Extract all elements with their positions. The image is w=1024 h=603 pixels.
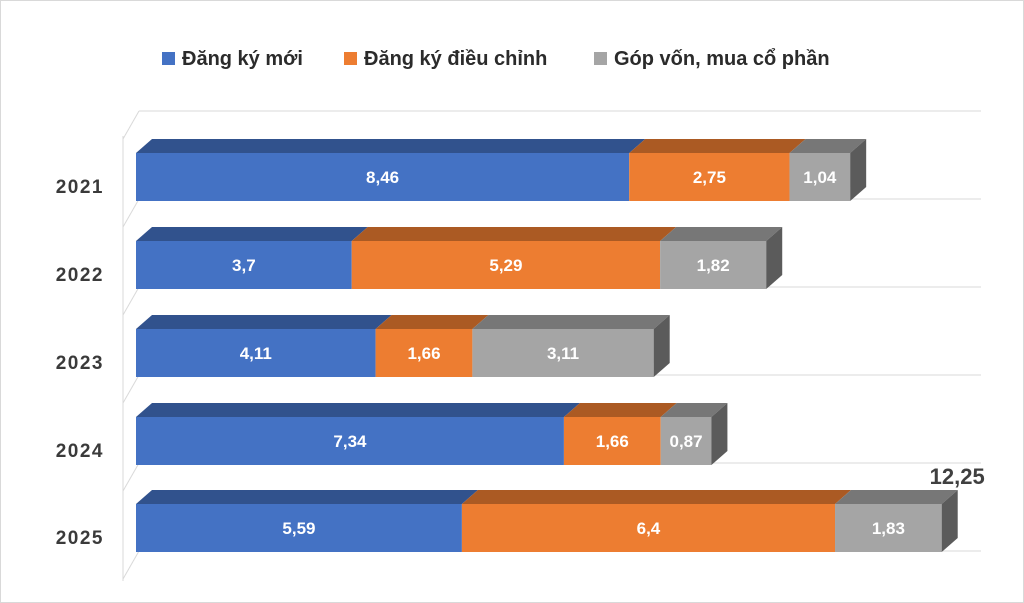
category-label: 2025 xyxy=(56,528,104,549)
bar-top-face xyxy=(563,403,677,417)
bar-segment xyxy=(136,241,352,289)
data-label: 2,75 xyxy=(693,168,726,187)
bar-segment xyxy=(660,417,712,465)
bar-top-face xyxy=(660,403,728,417)
category-label: 2022 xyxy=(56,265,104,286)
data-label: 1,66 xyxy=(596,432,629,451)
legend-label: Đăng ký mới xyxy=(182,48,303,70)
bar-segment xyxy=(461,504,836,552)
annotations: 12,25 xyxy=(930,464,985,489)
bar-segment xyxy=(629,153,790,201)
category-axis-labels: 2021 2022 2023 2024 2025 xyxy=(56,177,104,549)
bar-segment xyxy=(472,329,654,377)
bars xyxy=(136,139,958,552)
data-label: 3,7 xyxy=(232,256,256,275)
total-annotation: 12,25 xyxy=(930,464,985,489)
data-label: 1,83 xyxy=(872,519,905,538)
bar-top-face xyxy=(136,227,368,241)
legend-label: Góp vốn, mua cổ phần xyxy=(614,48,830,70)
bar-side-face xyxy=(711,403,728,465)
data-label: 6,4 xyxy=(637,519,661,538)
gridline-diagonal xyxy=(122,550,140,580)
bar-top-face xyxy=(136,139,646,153)
legend: Đăng ký mới Đăng ký điều chỉnh Góp vốn, mu… xyxy=(162,48,830,70)
data-label: 7,34 xyxy=(333,432,367,451)
gridline-diagonal xyxy=(122,110,140,140)
data-label: 5,29 xyxy=(489,256,522,275)
legend-label: Đăng ký điều chỉnh xyxy=(364,48,547,70)
bar-top-face xyxy=(629,139,806,153)
category-label: 2024 xyxy=(56,441,104,462)
bar-top-face xyxy=(461,490,852,504)
bar-side-face xyxy=(941,490,958,552)
bar-segment xyxy=(136,417,564,465)
category-label: 2023 xyxy=(56,353,104,374)
bar-top-face xyxy=(136,490,478,504)
bar-top-face xyxy=(660,227,783,241)
bar-top-face xyxy=(375,315,489,329)
bar-segment xyxy=(375,329,473,377)
bar-segment xyxy=(835,504,942,552)
bar-segment xyxy=(789,153,851,201)
category-label: 2021 xyxy=(56,177,104,198)
data-label: 5,59 xyxy=(282,519,315,538)
bar-segment xyxy=(136,153,630,201)
legend-swatch xyxy=(594,52,607,65)
bar-side-face xyxy=(653,315,670,377)
bar-side-face xyxy=(850,139,867,201)
gridline-diagonal xyxy=(122,374,140,404)
bar-segment xyxy=(136,329,376,377)
bar-top-face xyxy=(835,490,958,504)
bar-segment xyxy=(563,417,661,465)
bar-segment xyxy=(660,241,767,289)
data-label: 0,87 xyxy=(670,432,703,451)
bar-top-face xyxy=(136,403,580,417)
gridline-diagonal xyxy=(122,462,140,492)
data-labels: 8,46 2,75 1,04 3,7 5,29 1,82 4,11 1,66 3,11 7,34 1… xyxy=(232,168,905,538)
data-label: 8,46 xyxy=(366,168,399,187)
legend-swatch xyxy=(344,52,357,65)
gridline-diagonal xyxy=(122,198,140,228)
bar-segment xyxy=(351,241,661,289)
data-label: 1,04 xyxy=(803,168,837,187)
bar-segment xyxy=(136,504,462,552)
data-label: 1,66 xyxy=(407,344,440,363)
bar-top-face xyxy=(472,315,670,329)
data-label: 4,11 xyxy=(240,344,272,363)
legend-swatch xyxy=(162,52,175,65)
data-label: 1,82 xyxy=(697,256,730,275)
bar-top-face xyxy=(136,315,392,329)
bar-side-face xyxy=(766,227,783,289)
data-label: 3,11 xyxy=(547,344,579,363)
bar-top-face xyxy=(351,227,677,241)
gridline-diagonal xyxy=(122,286,140,316)
bar-top-face xyxy=(789,139,867,153)
